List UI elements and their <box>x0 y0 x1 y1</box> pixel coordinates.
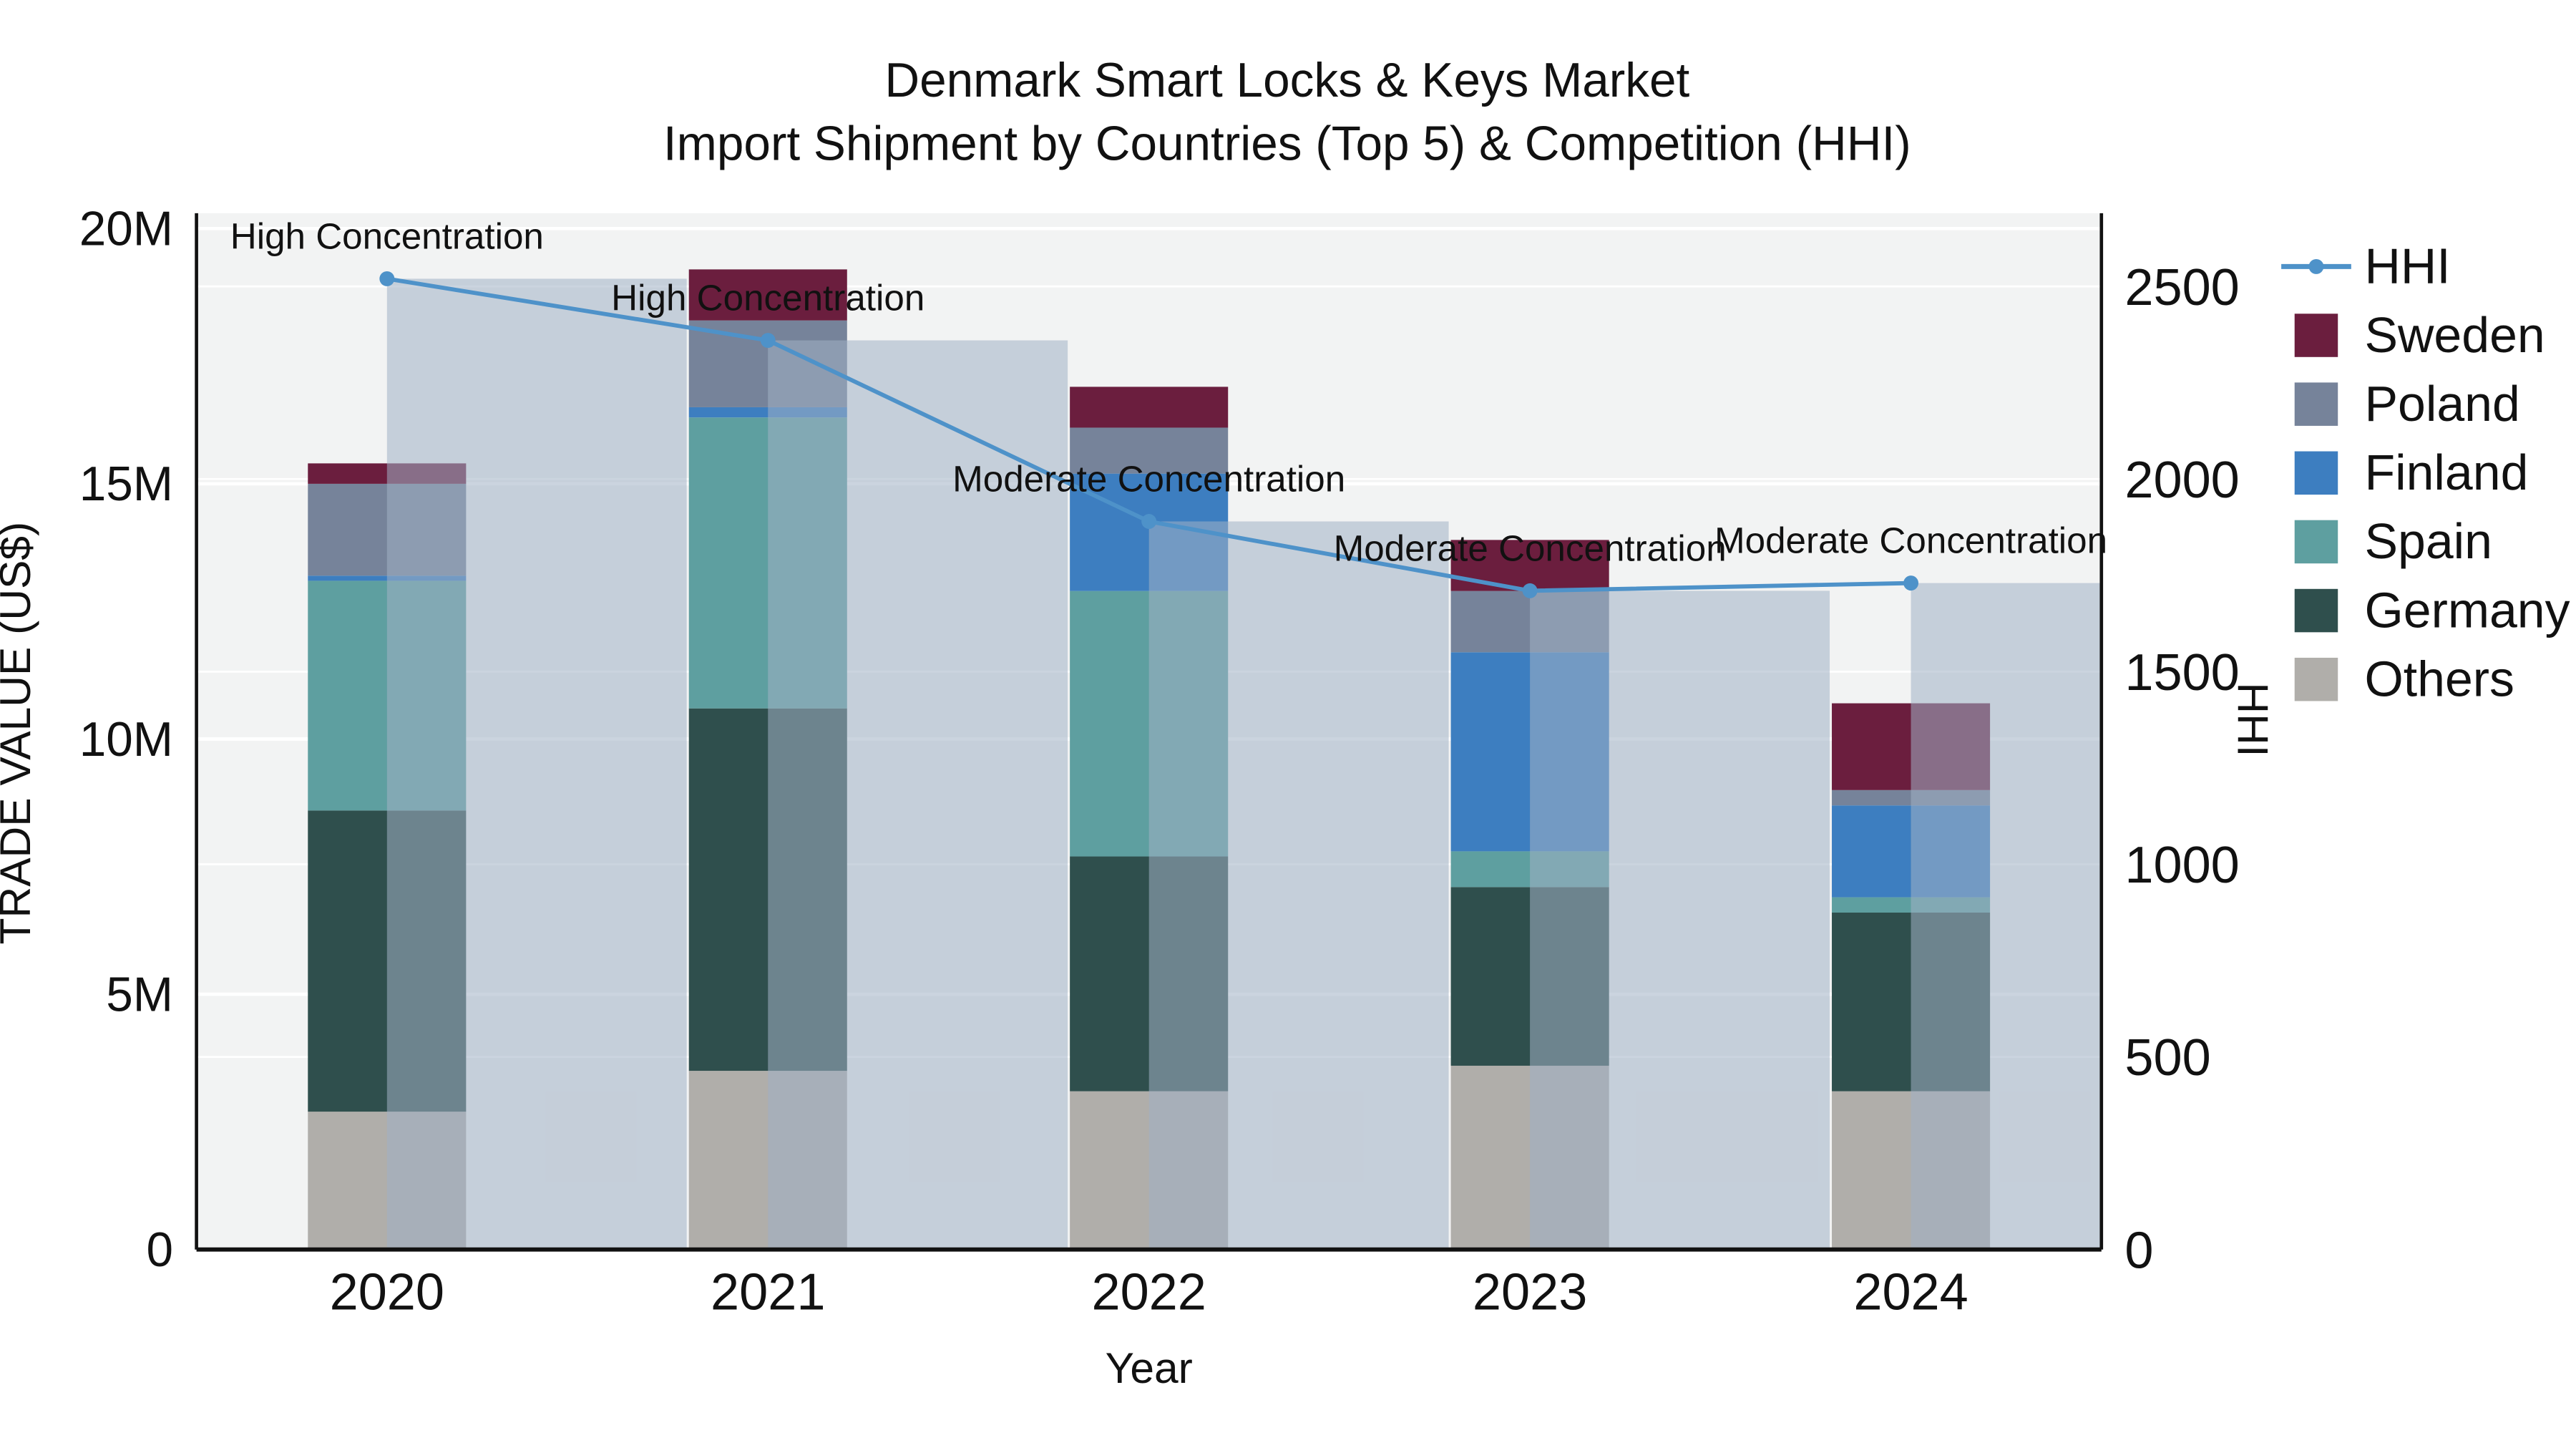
x-tick-2020: 2020 <box>330 1263 444 1321</box>
legend-line-marker-hhi <box>2308 258 2324 274</box>
legend-swatch-spain <box>2294 520 2338 564</box>
left-tick-15M: 15M <box>79 457 173 511</box>
annotation-2023: Moderate Concentration <box>1334 528 1727 568</box>
legend-item-others[interactable]: Others <box>2294 651 2514 706</box>
right-tick-500: 500 <box>2124 1029 2210 1087</box>
tick-labels-layer: 0 5M 10M 15M 20M 0 500 1000 1500 2000 2500 2020 2021… <box>79 203 2240 1321</box>
hhi-overlay-bar-2024 <box>1911 583 2102 1250</box>
hhi-overlay-bar-2022 <box>1148 521 1449 1250</box>
annotations-layer: High Concentration High Concentration Mode… <box>230 216 2107 569</box>
left-tick-20M: 20M <box>79 203 173 256</box>
x-tick-2021: 2021 <box>711 1263 825 1321</box>
legend-item-germany[interactable]: Germany <box>2294 582 2570 638</box>
legend-label-germany: Germany <box>2364 582 2570 638</box>
legend-label-spain: Spain <box>2364 513 2492 569</box>
legend-swatch-poland <box>2294 382 2338 426</box>
legend-swatch-sweden <box>2294 314 2338 357</box>
right-tick-1500: 1500 <box>2124 644 2239 701</box>
hhi-line-layer <box>379 271 1919 598</box>
annotation-2020: High Concentration <box>230 216 544 257</box>
right-tick-1000: 1000 <box>2124 837 2239 894</box>
hhi-overlay-bar-2020 <box>386 278 687 1250</box>
bar-segment-poland-2022 <box>1070 427 1229 474</box>
hhi-overlay-bars-layer <box>386 278 2102 1250</box>
hhi-marker-2023 <box>1522 583 1538 598</box>
legend-swatch-others <box>2294 657 2338 701</box>
bar-segment-sweden-2021 <box>688 269 847 321</box>
legend-label-finland: Finland <box>2364 444 2528 500</box>
annotation-2021: High Concentration <box>611 278 924 319</box>
legend-item-poland[interactable]: Poland <box>2294 376 2520 432</box>
annotation-2024: Moderate Concentration <box>1714 520 2107 561</box>
x-tick-2023: 2023 <box>1473 1263 1587 1321</box>
legend-label-others: Others <box>2364 651 2514 706</box>
axis-lines-layer <box>195 213 2104 1252</box>
legend-swatch-germany <box>2294 588 2338 633</box>
hhi-marker-2021 <box>760 333 776 349</box>
x-tick-2022: 2022 <box>1091 1263 1206 1321</box>
hhi-marker-2020 <box>379 271 395 286</box>
legend-label-sweden: Sweden <box>2364 307 2545 363</box>
legend-label-poland: Poland <box>2364 376 2519 432</box>
left-tick-0: 0 <box>146 1223 173 1277</box>
left-tick-5M: 5M <box>106 968 173 1021</box>
right-tick-0: 0 <box>2124 1222 2153 1279</box>
right-tick-2500: 2500 <box>2124 259 2239 316</box>
legend-item-sweden[interactable]: Sweden <box>2294 307 2545 363</box>
hhi-marker-2022 <box>1141 514 1157 529</box>
x-tick-2024: 2024 <box>1853 1263 1968 1321</box>
legend-item-hhi[interactable]: HHI <box>2281 238 2451 294</box>
legend-swatch-finland <box>2294 451 2338 495</box>
bar-segment-sweden-2022 <box>1070 387 1229 428</box>
x-axis-title: Year <box>1106 1343 1193 1392</box>
hhi-overlay-bar-2021 <box>768 340 1068 1250</box>
legend: HHI Sweden Poland Finland Spain Germany Others <box>2281 238 2570 706</box>
legend-item-spain[interactable]: Spain <box>2294 513 2492 569</box>
legend-item-finland[interactable]: Finland <box>2294 444 2529 500</box>
chart-title-line2: Import Shipment by Countries (Top 5) & C… <box>663 117 1911 170</box>
left-y-axis-title: TRADE VALUE (US$) <box>0 522 39 945</box>
left-tick-10M: 10M <box>79 713 173 767</box>
legend-label-hhi: HHI <box>2364 238 2450 294</box>
hhi-marker-2024 <box>1903 575 1919 591</box>
right-y-axis-title: HHI <box>2229 682 2278 757</box>
annotation-2022: Moderate Concentration <box>952 459 1345 500</box>
hhi-overlay-bar-2023 <box>1530 591 1830 1250</box>
right-tick-2000: 2000 <box>2124 452 2239 509</box>
chart-title-line1: Denmark Smart Locks & Keys Market <box>884 54 1689 107</box>
